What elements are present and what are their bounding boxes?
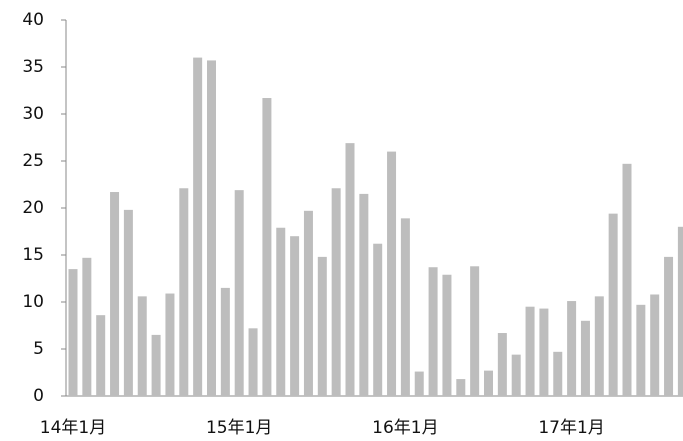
bar [220, 287, 230, 396]
bar [539, 308, 549, 396]
bar [650, 294, 660, 396]
bar [110, 192, 120, 396]
bar [400, 218, 410, 396]
x-tick-label: 14年1月 [40, 418, 106, 438]
bar [497, 333, 507, 396]
bar [387, 151, 397, 396]
bar [317, 256, 327, 396]
bar [137, 296, 147, 396]
bar [68, 269, 78, 396]
bar [636, 304, 646, 396]
bar [456, 379, 466, 396]
bar [553, 351, 563, 396]
bar [428, 267, 438, 396]
bar [123, 209, 133, 396]
bar [567, 301, 577, 396]
y-tick-label: 35 [22, 57, 44, 77]
bar [664, 256, 674, 396]
bar [359, 193, 369, 396]
bar [331, 188, 341, 396]
y-tick-label: 40 [22, 10, 44, 30]
bar [511, 354, 521, 396]
y-tick-label: 25 [22, 151, 44, 171]
bar [470, 266, 480, 396]
bar [262, 98, 272, 397]
bar [608, 213, 618, 396]
bar [96, 315, 106, 396]
x-tick-label: 15年1月 [206, 418, 272, 438]
bar [207, 60, 216, 397]
bar [303, 210, 313, 396]
x-tick-label: 17年1月 [538, 418, 604, 438]
bar [193, 57, 203, 396]
y-tick-label: 20 [22, 198, 44, 218]
y-tick-label: 15 [22, 245, 44, 265]
bar [151, 334, 161, 396]
bar [580, 320, 590, 396]
bar [414, 371, 424, 396]
x-tick-label: 16年1月 [372, 418, 438, 438]
bar [345, 143, 355, 396]
bar [248, 328, 258, 396]
bar [276, 227, 286, 396]
bar [442, 274, 452, 396]
bar [179, 188, 189, 396]
y-tick-label: 5 [33, 339, 44, 359]
bar [484, 370, 493, 396]
bar [82, 257, 92, 396]
y-tick-label: 0 [33, 386, 44, 406]
bar [234, 190, 244, 396]
bar [525, 306, 535, 396]
bar [677, 226, 683, 396]
bar [290, 236, 300, 396]
bar [622, 163, 632, 396]
y-tick-label: 10 [22, 292, 44, 312]
bar [594, 296, 604, 396]
bar [373, 243, 383, 396]
y-tick-label: 30 [22, 104, 44, 124]
bar [165, 293, 175, 396]
